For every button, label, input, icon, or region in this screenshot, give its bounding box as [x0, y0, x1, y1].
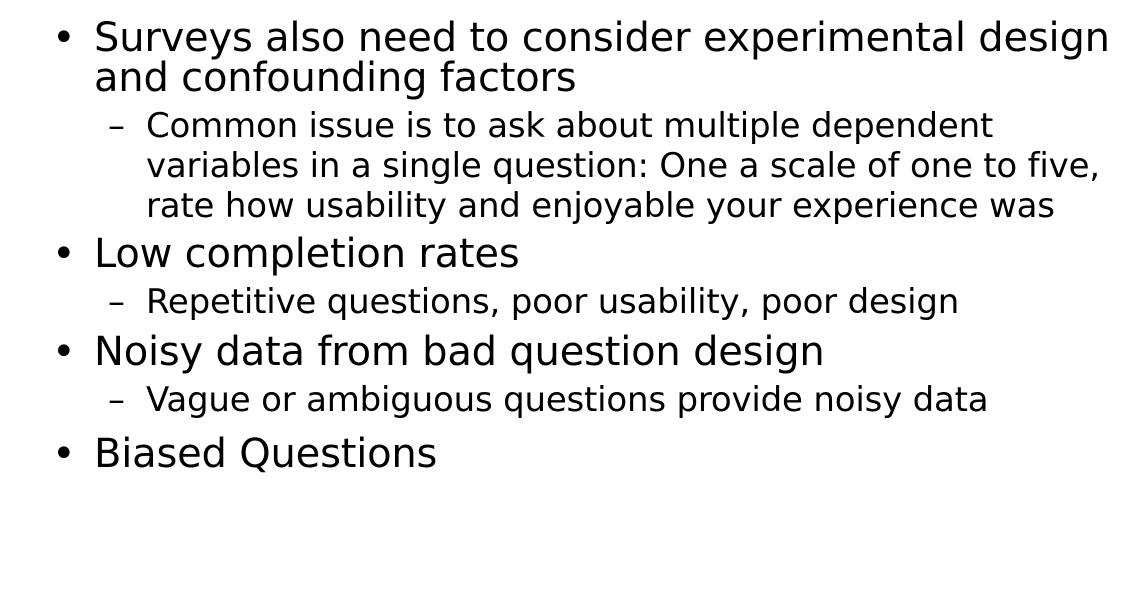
bullet-marker: •: [52, 231, 76, 277]
bullet-item: • Biased Questions: [52, 434, 1112, 474]
bullet-marker: •: [52, 329, 76, 375]
sub-item: – Repetitive questions, poor usability, …: [94, 282, 1112, 322]
bullet-text: Low completion rates: [94, 231, 520, 277]
sub-list: – Repetitive questions, poor usability, …: [94, 282, 1112, 322]
bullet-item: • Low completion rates – Repetitive ques…: [52, 234, 1112, 322]
bullet-item: • Surveys also need to consider experime…: [52, 18, 1112, 226]
bullet-text: Surveys also need to consider experiment…: [94, 15, 1110, 101]
bullet-marker: •: [52, 15, 76, 61]
sub-bullet-marker: –: [108, 106, 125, 146]
sub-bullet-text: Common issue is to ask about multiple de…: [146, 106, 1100, 226]
sub-item: – Common issue is to ask about multiple …: [94, 106, 1112, 226]
sub-list: – Vague or ambiguous questions provide n…: [94, 380, 1112, 420]
sub-item: – Vague or ambiguous questions provide n…: [94, 380, 1112, 420]
sub-bullet-text: Repetitive questions, poor usability, po…: [146, 282, 960, 322]
bullet-list: • Surveys also need to consider experime…: [52, 18, 1112, 474]
sub-bullet-marker: –: [108, 282, 125, 322]
sub-bullet-text: Vague or ambiguous questions provide noi…: [146, 380, 989, 420]
bullet-text: Noisy data from bad question design: [94, 329, 825, 375]
bullet-text: Biased Questions: [94, 431, 438, 477]
bullet-item: • Noisy data from bad question design – …: [52, 332, 1112, 420]
sub-bullet-marker: –: [108, 380, 125, 420]
sub-list: – Common issue is to ask about multiple …: [94, 106, 1112, 226]
bullet-marker: •: [52, 431, 76, 477]
